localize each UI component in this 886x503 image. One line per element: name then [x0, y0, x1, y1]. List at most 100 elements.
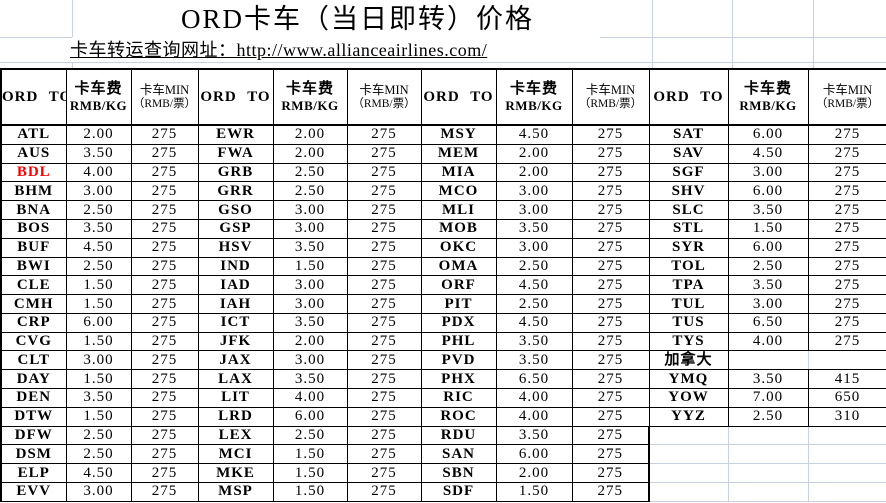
fee-cell: 3.00 — [495, 181, 573, 202]
dest-cell: RIC — [420, 388, 497, 408]
fee-cell: 2.50 — [65, 256, 132, 277]
dest-cell: SBN — [420, 463, 497, 483]
min-cell: 275 — [807, 200, 886, 220]
min-cell: 275 — [571, 294, 650, 314]
dest-cell: CVG — [0, 331, 67, 352]
fee-cell: 2.50 — [65, 444, 132, 465]
min-cell: 275 — [130, 369, 199, 390]
dest-cell: GSP — [197, 219, 274, 239]
sheet-gridline — [0, 37, 72, 38]
dest-cell: STL — [648, 219, 729, 239]
fee-cell: 4.50 — [495, 275, 573, 296]
dest-cell: ATL — [0, 124, 67, 145]
dest-cell: EVV — [0, 481, 67, 503]
header-min: 卡车MIN （RMB/票） — [571, 68, 650, 126]
price-table-body: ORD TO 卡车费 RMB/KG 卡车MIN （RMB/票） ORD TO 卡车费 RMB/… — [0, 68, 886, 503]
fee-cell: 3.00 — [65, 481, 132, 503]
dest-cell: YYZ — [648, 406, 729, 427]
table-row: BUF 4.50 275 HSV 3.50 275 OKC 3.00 275 SYR 6.00 275 — [0, 237, 886, 258]
min-cell: 275 — [130, 256, 199, 277]
fee-cell: 1.50 — [727, 219, 809, 239]
sheet-gridline — [72, 0, 73, 37]
sheet-gridline — [600, 37, 886, 38]
fee-cell: 1.50 — [65, 275, 132, 296]
min-cell: 275 — [130, 481, 199, 503]
empty-cell — [807, 350, 886, 371]
fee-cell: 3.00 — [727, 162, 809, 183]
min-cell: 275 — [346, 425, 422, 446]
header-min: 卡车MIN （RMB/票） — [130, 68, 199, 126]
min-cell: 275 — [130, 219, 199, 239]
min-cell: 275 — [571, 181, 650, 202]
empty-cell — [648, 463, 729, 483]
fee-cell: 1.50 — [272, 256, 348, 277]
dest-cell: DFW — [0, 425, 67, 446]
fee-cell: 2.50 — [727, 256, 809, 277]
min-cell: 275 — [807, 312, 886, 333]
fee-cell: 4.50 — [727, 143, 809, 164]
min-cell: 275 — [807, 143, 886, 164]
fee-cell: 3.50 — [495, 425, 573, 446]
min-cell: 275 — [571, 481, 650, 503]
table-row: CMH 1.50 275 IAH 3.00 275 PIT 2.50 275 TUL 3.00 275 — [0, 294, 886, 314]
dest-cell: JAX — [197, 350, 274, 371]
min-cell: 275 — [571, 312, 650, 333]
empty-cell — [648, 481, 729, 503]
min-cell: 275 — [807, 219, 886, 239]
fee-cell: 3.50 — [65, 143, 132, 164]
dest-cell: SAV — [648, 143, 729, 164]
fee-cell: 1.50 — [65, 406, 132, 427]
min-cell: 275 — [130, 312, 199, 333]
table-row: ELP 4.50 275 MKE 1.50 275 SBN 2.00 275 — [0, 463, 886, 483]
transfer-query-link[interactable]: 卡车转运查询网址：http://www.allianceairlines.com… — [70, 40, 488, 60]
table-row: BDL 4.00 275 GRB 2.50 275 MIA 2.00 275 SGF 3.00 275 — [0, 162, 886, 183]
min-cell: 275 — [346, 312, 422, 333]
fee-cell: 3.00 — [65, 181, 132, 202]
fee-cell: 4.50 — [65, 237, 132, 258]
empty-cell — [727, 425, 809, 446]
fee-cell: 3.50 — [727, 275, 809, 296]
min-cell: 275 — [807, 294, 886, 314]
min-cell: 275 — [571, 275, 650, 296]
empty-cell — [648, 425, 729, 446]
header-fee: 卡车费 RMB/KG — [272, 68, 348, 126]
fee-cell: 2.00 — [495, 162, 573, 183]
min-cell: 275 — [130, 237, 199, 258]
fee-cell: 3.50 — [272, 237, 348, 258]
min-cell: 275 — [571, 331, 650, 352]
min-cell: 275 — [346, 124, 422, 145]
dest-cell: PIT — [420, 294, 497, 314]
dest-cell: MSP — [197, 481, 274, 503]
dest-cell: MIA — [420, 162, 497, 183]
min-cell: 275 — [346, 331, 422, 352]
min-cell: 275 — [130, 425, 199, 446]
table-row: DAY 1.50 275 LAX 3.50 275 PHX 6.50 275 YMQ 3.50 415 — [0, 369, 886, 390]
price-table: ORD TO 卡车费 RMB/KG 卡车MIN （RMB/票） ORD TO 卡车费 RMB/… — [0, 68, 886, 503]
min-cell: 275 — [346, 406, 422, 427]
dest-cell: GSO — [197, 200, 274, 220]
min-cell: 275 — [571, 237, 650, 258]
fee-cell: 7.00 — [727, 388, 809, 408]
dest-cell: TOL — [648, 256, 729, 277]
empty-cell — [807, 463, 886, 483]
dest-cell: SAT — [648, 124, 729, 145]
fee-cell: 3.50 — [65, 219, 132, 239]
dest-cell: TUS — [648, 312, 729, 333]
dest-cell: MCI — [197, 444, 274, 465]
fee-cell: 3.50 — [727, 369, 809, 390]
dest-cell: MKE — [197, 463, 274, 483]
min-cell: 275 — [807, 181, 886, 202]
dest-cell: PHL — [420, 331, 497, 352]
empty-cell — [727, 444, 809, 465]
min-cell: 275 — [571, 200, 650, 220]
sheet-gridline — [732, 0, 733, 68]
dest-cell: DTW — [0, 406, 67, 427]
dest-cell: ORF — [420, 275, 497, 296]
min-cell: 275 — [571, 256, 650, 277]
empty-cell — [727, 463, 809, 483]
dest-cell: IND — [197, 256, 274, 277]
fee-cell: 6.00 — [65, 312, 132, 333]
min-cell: 275 — [130, 444, 199, 465]
min-cell: 415 — [807, 369, 886, 390]
fee-cell: 3.50 — [495, 331, 573, 352]
